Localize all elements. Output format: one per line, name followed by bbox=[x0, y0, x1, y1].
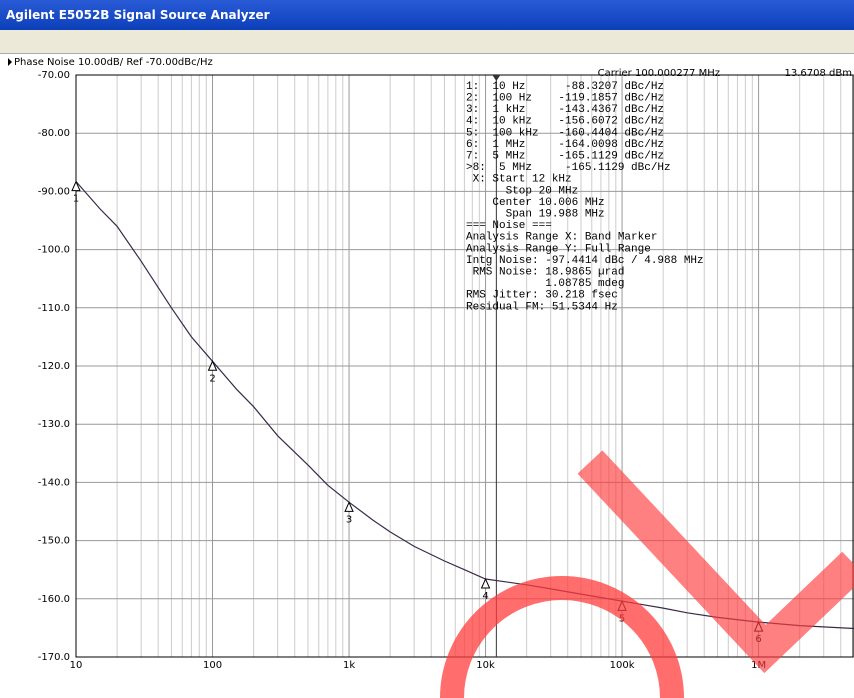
x-tick-label: 100k bbox=[610, 660, 635, 671]
y-tick-label: -170.0 bbox=[38, 652, 70, 663]
readout-line: 6: 1 MHz -164.0098 dBc/Hz bbox=[466, 139, 664, 151]
marker-label: 1 bbox=[73, 194, 79, 205]
carrier: Carrier 100.000277 MHz bbox=[598, 68, 720, 79]
readout-line: Analysis Range X: Band Marker bbox=[466, 232, 657, 244]
y-tick-label: -130.0 bbox=[38, 419, 70, 430]
readout-line: Span 19.988 MHz bbox=[466, 209, 605, 221]
trace bbox=[75, 181, 854, 630]
x-tick-label: 10 bbox=[70, 660, 83, 671]
y-tick-label: -70.00 bbox=[38, 70, 70, 81]
trace-arrow bbox=[8, 58, 12, 66]
power: 13.6708 dBm bbox=[785, 68, 852, 79]
title-bar: Agilent E5052B Signal Source Analyzer bbox=[0, 0, 854, 30]
y-tick-label: -140.0 bbox=[38, 477, 70, 488]
x-tick-label: 10k bbox=[476, 660, 495, 671]
marker bbox=[207, 360, 218, 371]
chart: Phase Noise 10.00dB/ Ref -70.00dBc/Hz Ca… bbox=[0, 54, 854, 698]
marker bbox=[480, 577, 491, 589]
readout-line: X: Start 12 kHz bbox=[466, 174, 572, 186]
readout-line: 5: 100 kHz -160.4404 dBc/Hz bbox=[466, 127, 664, 139]
readout-line: Center 10.006 MHz bbox=[466, 197, 605, 209]
readout-line: Intg Noise: -97.4414 dBc / 4.988 MHz bbox=[466, 255, 704, 267]
y-tick-label: -100.0 bbox=[38, 245, 70, 256]
readout-line: 1: 10 Hz -88.3207 dBc/Hz bbox=[466, 81, 664, 93]
x-tick-label: 100 bbox=[203, 660, 222, 671]
readout-line: Analysis Range Y: Full Range bbox=[466, 243, 651, 255]
toolbar bbox=[0, 30, 854, 54]
band-start-arrow bbox=[492, 75, 501, 81]
y-tick-label: -150.0 bbox=[38, 536, 70, 547]
readout-line: 7: 5 MHz -165.1129 dBc/Hz bbox=[466, 151, 664, 163]
readout-line: Residual FM: 51.5344 Hz bbox=[466, 301, 618, 313]
readout-line: RMS Jitter: 30.218 fsec bbox=[466, 290, 618, 302]
x-tick-label: 1k bbox=[343, 660, 355, 671]
y-tick-label: -160.0 bbox=[38, 594, 70, 605]
y-tick-label: -120.0 bbox=[38, 361, 70, 372]
circle-overlay bbox=[440, 576, 684, 698]
marker bbox=[344, 501, 354, 512]
marker-label: 3 bbox=[346, 514, 352, 525]
y-tick-label: -80.00 bbox=[38, 128, 70, 139]
readout-line: RMS Noise: 18.9865 µrad bbox=[466, 267, 624, 279]
check-overlay bbox=[577, 450, 854, 674]
readout-line: 4: 10 kHz -156.6072 dBc/Hz bbox=[466, 116, 664, 128]
marker-label: 2 bbox=[209, 373, 215, 384]
marker-label: 4 bbox=[482, 591, 488, 602]
trace-label: Phase Noise 10.00dB/ Ref -70.00dBc/Hz bbox=[14, 57, 213, 68]
y-tick-label: -110.0 bbox=[38, 303, 70, 314]
readout-line: >8: 5 MHz -165.1129 dBc/Hz bbox=[466, 162, 671, 174]
readout-line: 2: 100 Hz -119.1857 dBc/Hz bbox=[466, 93, 664, 105]
readout-line: 1.08785 mdeg bbox=[466, 278, 624, 290]
readout-line: Stop 20 MHz bbox=[466, 185, 578, 197]
marker bbox=[71, 180, 81, 192]
y-tick-label: -90.00 bbox=[38, 186, 70, 197]
readout-line: 3: 1 kHz -143.4367 dBc/Hz bbox=[466, 104, 664, 116]
readout-line: === Noise === bbox=[466, 220, 552, 232]
window-title: Agilent E5052B Signal Source Analyzer bbox=[6, 8, 270, 22]
